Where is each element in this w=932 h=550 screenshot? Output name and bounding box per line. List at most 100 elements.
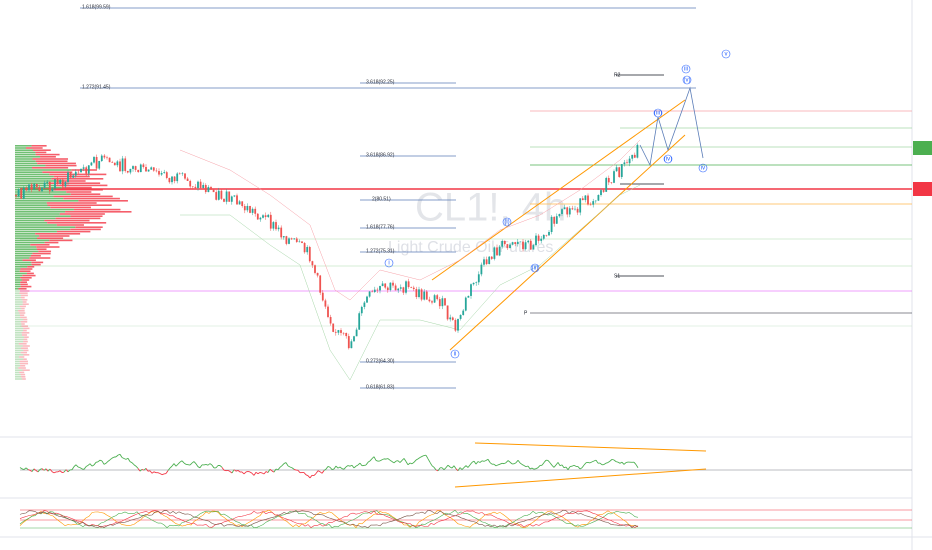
profile-bar (15, 277, 21, 279)
candle (420, 289, 423, 300)
candle (111, 162, 114, 163)
candle (574, 208, 576, 210)
candle (483, 259, 485, 265)
profile-bar (15, 145, 32, 147)
profile-bar (15, 248, 37, 250)
fib-label: 0.272(64.30) (366, 358, 395, 364)
candle (163, 172, 166, 174)
profile-bar (15, 283, 21, 286)
rsi-seg (273, 468, 277, 473)
candle (516, 241, 519, 244)
profile-bar (15, 213, 60, 215)
rsi-seg (189, 462, 193, 466)
rsi-seg (211, 464, 215, 469)
candle (535, 235, 537, 246)
profile-bar (15, 362, 20, 365)
rsi-seg (231, 469, 235, 474)
rsi-seg (469, 462, 473, 466)
candle (108, 157, 111, 163)
rsi-seg (507, 460, 511, 463)
candle (493, 247, 496, 259)
rsi-seg (287, 465, 291, 468)
profile-bar (15, 318, 24, 321)
rsi-seg (199, 464, 203, 469)
rsi-seg (169, 465, 173, 469)
rsi-seg (389, 459, 393, 462)
profile-bar (15, 175, 54, 178)
profile-bar (37, 237, 64, 239)
profile-bar (20, 281, 27, 283)
rsi-seg (367, 460, 371, 463)
candle (371, 291, 374, 293)
osc-line (19, 509, 639, 529)
profile-bar (15, 255, 31, 257)
candle (225, 191, 228, 202)
candle (264, 215, 267, 218)
rsi-seg (457, 467, 461, 472)
rsi-seg (483, 460, 487, 462)
volume-profile (15, 145, 132, 380)
rsi-seg (531, 467, 535, 470)
rsi-seg (425, 454, 429, 460)
profile-bar (47, 222, 107, 224)
profile-bar (15, 204, 48, 206)
profile-bar (20, 314, 25, 316)
profile-bar (20, 347, 28, 349)
candle (319, 275, 322, 293)
profile-bar (64, 180, 86, 182)
candle (548, 231, 550, 236)
rsi-seg (415, 458, 419, 461)
rsi-seg (31, 468, 35, 472)
rsi-seg (497, 463, 501, 466)
rsi-seg (581, 464, 585, 469)
rsi-seg (349, 464, 353, 467)
rsi-seg (471, 460, 475, 463)
candle (334, 331, 337, 333)
rsi-seg (19, 467, 23, 470)
rsi-seg (537, 465, 541, 469)
profile-bar (38, 250, 52, 253)
rsi-seg (371, 456, 375, 460)
candle (631, 154, 634, 159)
candle (587, 195, 589, 205)
rsi-seg (329, 466, 333, 470)
rsi-seg (51, 471, 55, 474)
rsi-seg (603, 462, 607, 465)
wave-label: (v) (684, 78, 691, 84)
profile-bar (35, 160, 68, 162)
candle (449, 317, 452, 320)
rsi-seg (519, 462, 523, 465)
profile-bar (15, 371, 20, 374)
candle (342, 332, 345, 334)
rsi-seg (215, 465, 219, 469)
profile-bar (22, 378, 26, 380)
rsi-seg (159, 473, 163, 476)
profile-bar (15, 347, 21, 349)
profile-bar (56, 224, 84, 226)
candle (295, 238, 298, 242)
candle (613, 171, 615, 183)
profile-bar (15, 244, 31, 246)
last-price-badge (913, 182, 932, 196)
rsi-seg (223, 469, 227, 472)
profile-bar (15, 160, 36, 162)
candle (368, 291, 371, 297)
candle (298, 241, 301, 243)
rsi-seg (29, 469, 33, 472)
profile-bar (15, 195, 54, 198)
fib-label: 0.618(61.83) (366, 384, 395, 390)
rsi-seg (263, 471, 267, 475)
rsi-seg (375, 460, 379, 462)
profile-bar (15, 239, 50, 242)
candle (355, 329, 358, 337)
rsi-seg (487, 459, 491, 463)
rsi-seg (117, 453, 121, 456)
profile-bar (15, 303, 23, 305)
candle (173, 176, 176, 182)
candle (581, 198, 584, 201)
rsi-seg (621, 461, 625, 465)
profile-bar (21, 323, 25, 325)
profile-bar (65, 211, 132, 213)
candle (529, 240, 532, 250)
